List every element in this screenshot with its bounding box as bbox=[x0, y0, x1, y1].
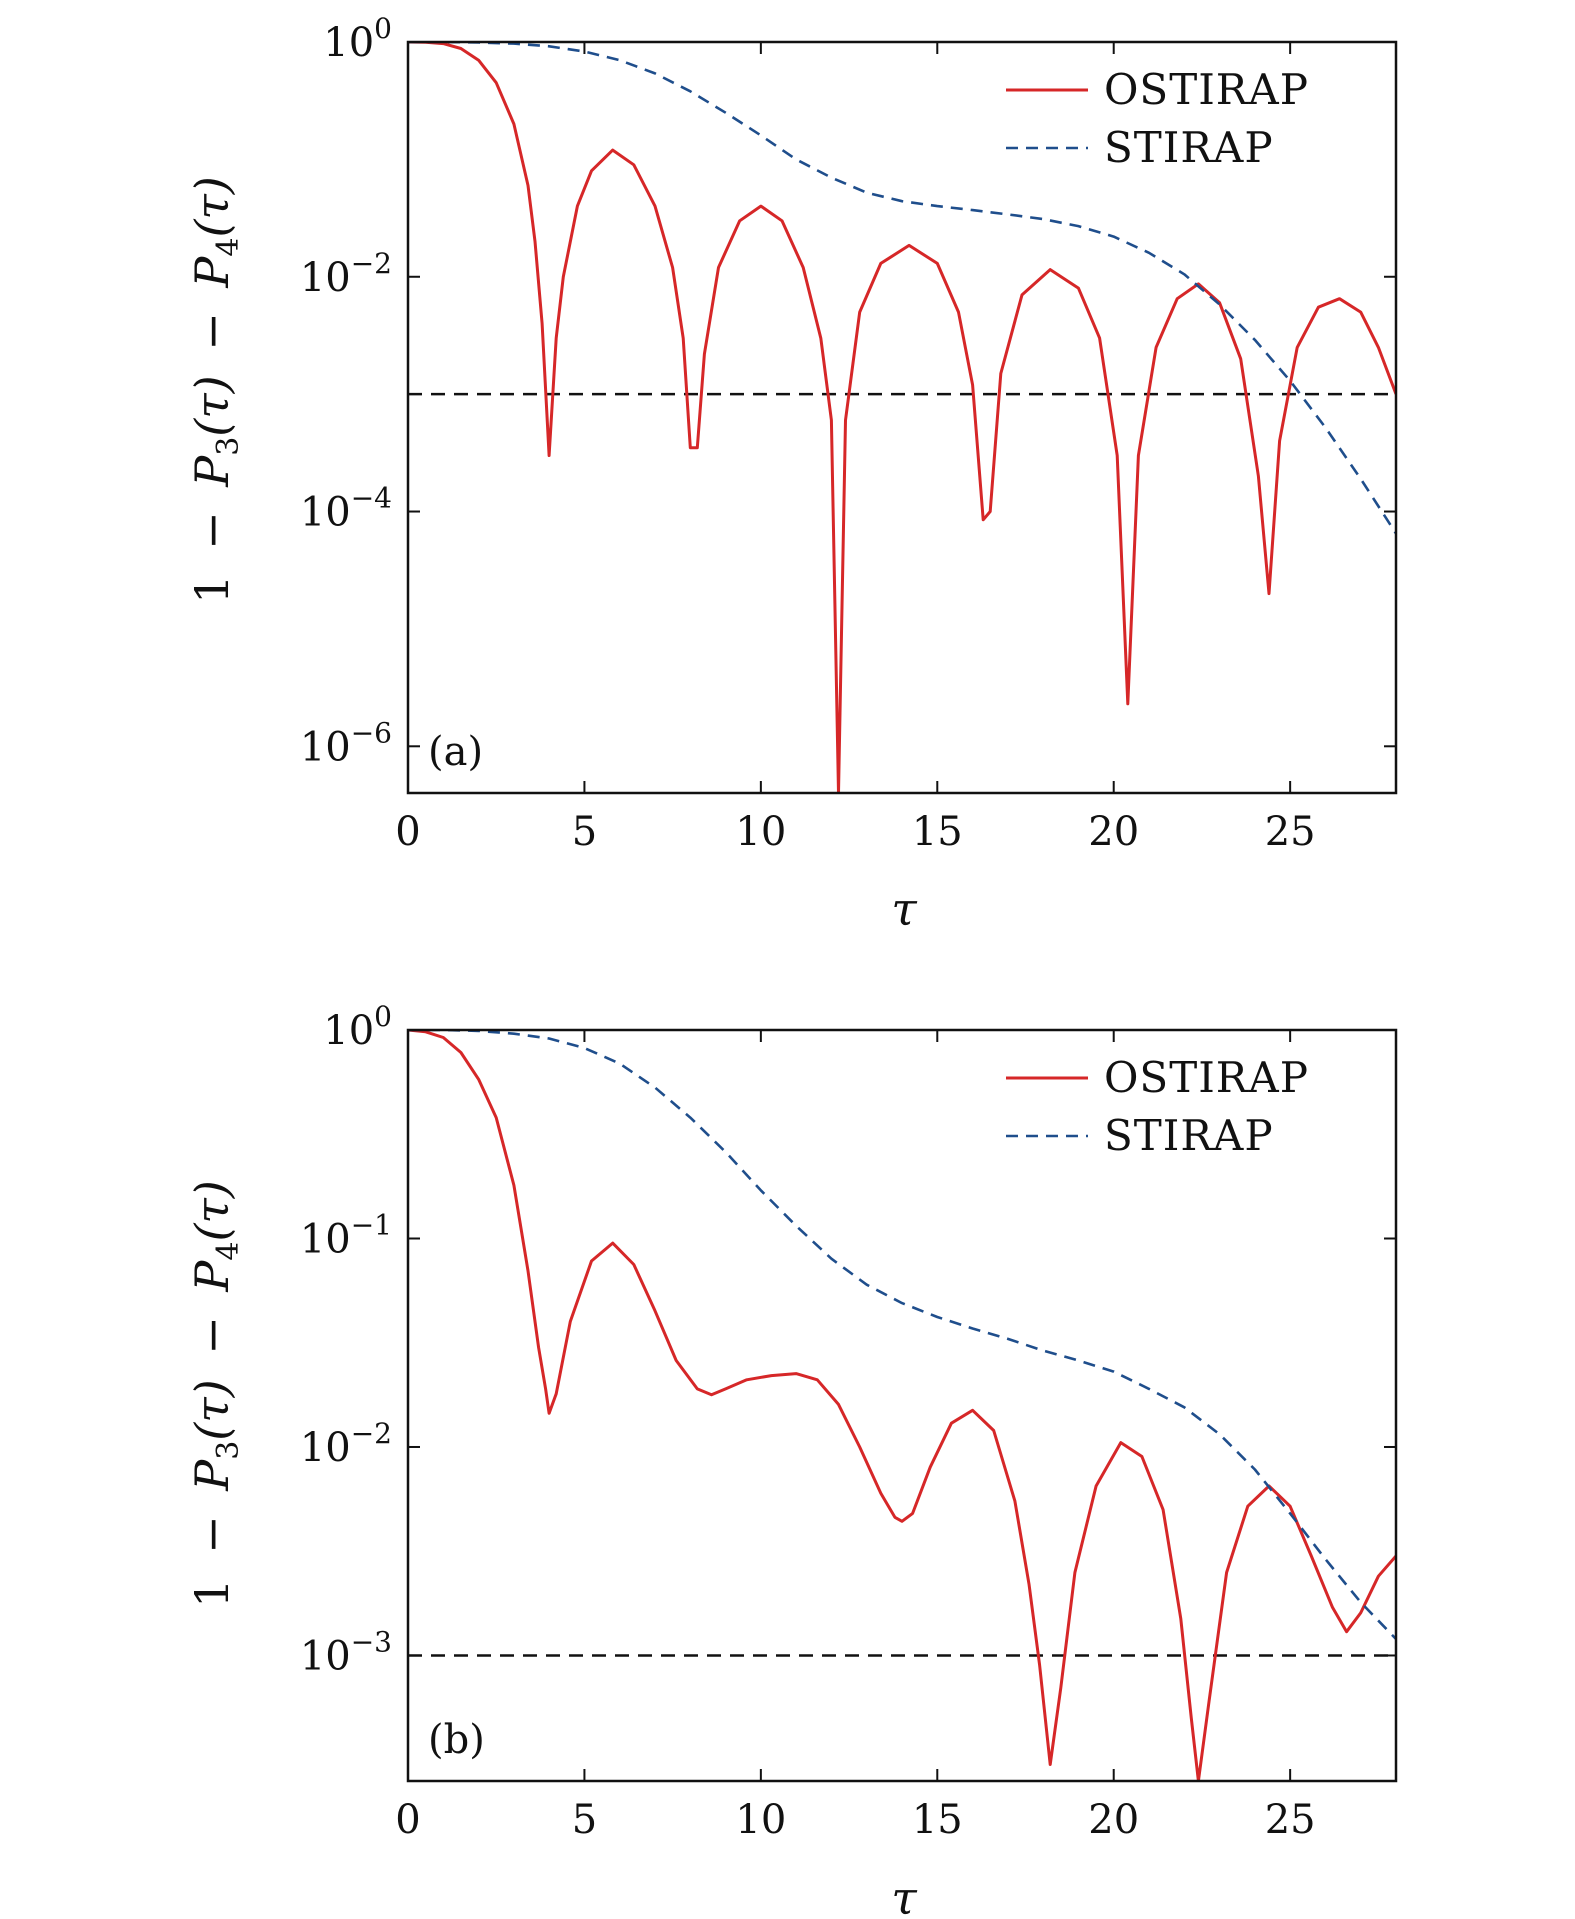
x-tick-label-b: 5 bbox=[572, 1797, 597, 1843]
x-tick-label-a: 25 bbox=[1265, 809, 1316, 855]
x-tick-label-b: 20 bbox=[1088, 1797, 1139, 1843]
panel-label-a: (a) bbox=[428, 729, 483, 775]
y-tick-label-b: 10−1 bbox=[300, 1208, 392, 1262]
y-tick-label-b: 10−3 bbox=[300, 1625, 392, 1679]
svg-text:1 − P3(τ): 1 − P3(τ) − P4(τ) bbox=[185, 176, 246, 604]
legend-label-ostirap-b: OSTIRAP bbox=[1104, 1053, 1309, 1102]
x-tick-label-a: 0 bbox=[395, 809, 420, 855]
series-ostirap-line-a bbox=[408, 42, 1396, 793]
x-tick-label-b: 15 bbox=[912, 1797, 963, 1843]
x-tick-label-a: 5 bbox=[572, 809, 597, 855]
legend-label-stirap-b: STIRAP bbox=[1104, 1111, 1274, 1160]
y-tick-label-a: 100 bbox=[323, 12, 392, 66]
plot-frame-a bbox=[406, 40, 1398, 795]
x-tick-label-a: 10 bbox=[735, 809, 786, 855]
x-tick-label-b: 0 bbox=[395, 1797, 420, 1843]
y-axis-label-b: 1 − P3(τ) − P4(τ) bbox=[185, 1180, 246, 1608]
y-tick-label-b: 100 bbox=[323, 1000, 392, 1054]
y-axis-label-a: 1 − P3(τ) − P4(τ) bbox=[185, 176, 246, 604]
series-ostirap-line-b bbox=[408, 1030, 1396, 1781]
panel-label-b: (b) bbox=[428, 1717, 485, 1763]
legend-label-ostirap-a: OSTIRAP bbox=[1104, 65, 1309, 114]
x-axis-label-b: τ bbox=[891, 1871, 918, 1919]
x-tick-label-b: 25 bbox=[1265, 1797, 1316, 1843]
y-tick-label-a: 10−6 bbox=[300, 716, 392, 770]
legend-label-stirap-a: STIRAP bbox=[1104, 123, 1274, 172]
x-tick-label-b: 10 bbox=[735, 1797, 786, 1843]
panel-a: 1 − P3(τ) − P4(τ) τ 0 5 10 15 20 25 100 10−2 10−… bbox=[185, 12, 1398, 936]
series-stirap-line-a bbox=[408, 42, 1396, 535]
x-tick-label-a: 20 bbox=[1088, 809, 1139, 855]
y-tick-label-a: 10−4 bbox=[300, 482, 392, 536]
series-stirap-line-b bbox=[408, 1030, 1396, 1640]
svg-text:1 − P3(τ): 1 − P3(τ) − P4(τ) bbox=[185, 1180, 246, 1608]
y-tick-label-b: 10−2 bbox=[300, 1417, 392, 1471]
plot-frame-b bbox=[406, 1028, 1398, 1783]
y-tick-label-a: 10−2 bbox=[300, 247, 392, 301]
x-tick-label-a: 15 bbox=[912, 809, 963, 855]
x-axis-label-a: τ bbox=[891, 882, 918, 936]
panel-b: 1 − P3(τ) − P4(τ) τ 0 5 10 15 20 25 100 10−1 10−… bbox=[185, 1000, 1398, 1919]
